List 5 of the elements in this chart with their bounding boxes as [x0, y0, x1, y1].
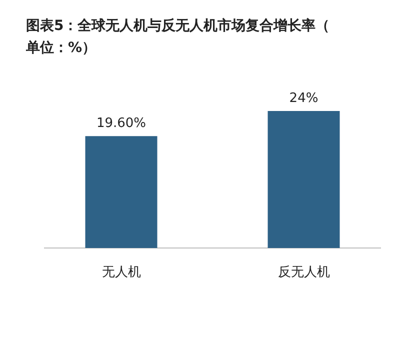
- data-label: 24%: [289, 91, 318, 106]
- x-tick-label: 无人机: [102, 265, 141, 280]
- chart-title: 图表5：全球无人机与反无人机市场复合增长率（单位：%）: [25, 17, 330, 56]
- x-tick-label: 反无人机: [278, 265, 330, 280]
- data-label: 19.60%: [96, 116, 146, 132]
